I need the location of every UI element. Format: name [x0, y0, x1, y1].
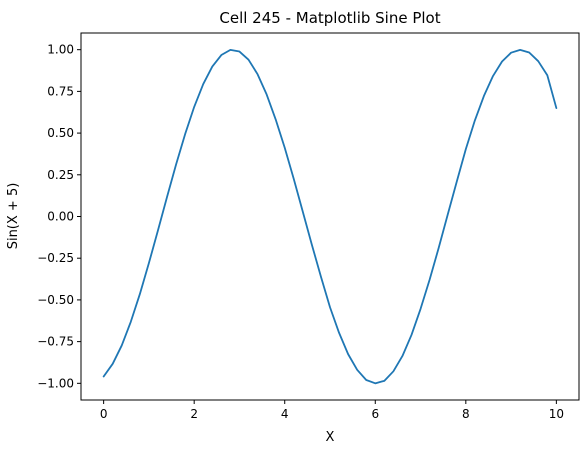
- x-axis-ticks: 0 2 4 6 8 10: [100, 400, 564, 421]
- series-line-0: [102, 48, 558, 385]
- x-tick-label: 2: [190, 407, 198, 421]
- y-tick-label: 0.00: [47, 210, 74, 224]
- y-tick-label: 1.00: [47, 43, 74, 57]
- chart-title: Cell 245 - Matplotlib Sine Plot: [219, 9, 440, 27]
- y-tick-label: −1.00: [37, 376, 74, 390]
- y-tick-label: −0.50: [37, 293, 74, 307]
- y-tick-label: −0.75: [37, 335, 74, 349]
- plot-frame: [80, 32, 580, 401]
- y-axis-label: Sin(X + 5): [6, 183, 21, 250]
- y-tick-label: 0.25: [47, 168, 74, 182]
- x-tick-label: 4: [281, 407, 289, 421]
- x-tick-label: 0: [100, 407, 108, 421]
- y-tick-label: −0.25: [37, 251, 74, 265]
- x-tick-label: 6: [371, 407, 379, 421]
- x-tick-label: 10: [549, 407, 564, 421]
- plot-layer: [102, 48, 558, 385]
- y-tick-label: 0.50: [47, 126, 74, 140]
- y-tick-label: 0.75: [47, 84, 74, 98]
- x-tick-label: 8: [462, 407, 470, 421]
- x-axis-label: X: [326, 430, 335, 445]
- y-axis-ticks: −1.00 −0.75 −0.50 −0.25 0.00 0.25 0.50 0.75 1.00: [37, 43, 81, 390]
